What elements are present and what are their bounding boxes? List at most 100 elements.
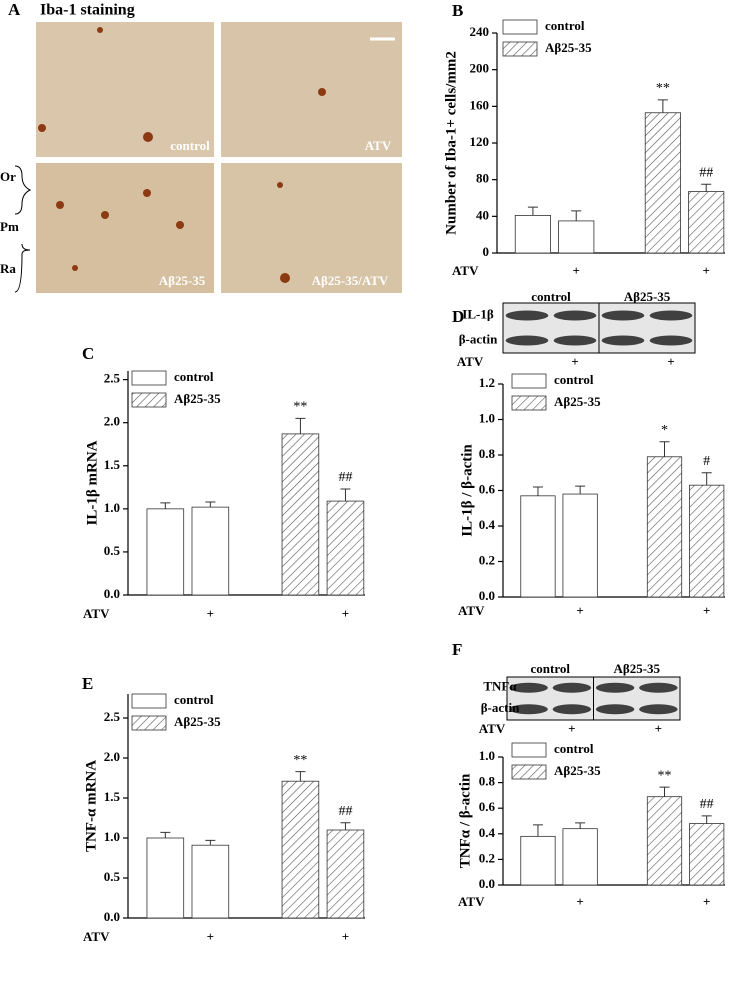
panel-letter: B (452, 1, 463, 20)
blot-band (509, 704, 548, 715)
y-axis-label: IL-1β mRNA (84, 440, 100, 525)
error-bar (701, 472, 712, 486)
error-bar (295, 771, 306, 782)
blot-band (649, 310, 693, 321)
x-row-label: ATV (83, 929, 110, 944)
blot-lane-label: + (655, 721, 662, 736)
bar (688, 191, 725, 254)
y-tick-label: 1.0 (479, 748, 495, 763)
bar (191, 506, 230, 596)
legend-swatch (511, 395, 547, 411)
legend-swatch (511, 373, 547, 389)
error-bar (571, 210, 582, 221)
error-bar (659, 786, 670, 797)
blot-group-label: Aβ25-35 (613, 661, 660, 676)
y-tick-label: 0.0 (479, 588, 495, 603)
significance: ## (700, 797, 714, 812)
legend-swatch (511, 742, 547, 758)
y-tick-label: 1.0 (104, 500, 120, 515)
blot-band (553, 335, 597, 346)
x-tick-label: + (207, 606, 214, 621)
panel-letter: F (452, 640, 462, 659)
y-tick-label: 0.0 (104, 586, 120, 601)
blot-band (601, 310, 645, 321)
blot-band (505, 310, 549, 321)
bar (281, 780, 320, 919)
y-axis-label: TNFα / β-actin (457, 773, 473, 868)
blot-band (595, 682, 635, 693)
blot-row-label: TNFα (483, 679, 517, 694)
y-tick-label: 2.0 (104, 414, 120, 429)
bar (514, 215, 551, 254)
bar (520, 835, 556, 886)
y-tick-label: 0.4 (479, 825, 496, 840)
legend-label: control (174, 692, 214, 707)
y-tick-label: 2.0 (104, 749, 120, 764)
x-tick-label: + (576, 894, 583, 909)
bar (646, 796, 683, 886)
image-label: control (170, 138, 210, 153)
y-tick-label: 0.5 (104, 869, 121, 884)
blot-row-label: IL-1β (462, 306, 494, 321)
blot-band (639, 682, 678, 693)
error-bar (205, 501, 216, 508)
x-tick-label: + (342, 606, 349, 621)
y-tick-label: 2.5 (104, 371, 121, 386)
layer-label: Pm (0, 219, 19, 234)
blot-group-label: Aβ25-35 (624, 289, 671, 304)
y-tick-label: 80 (476, 171, 489, 186)
bar (562, 828, 598, 886)
y-tick-label: 0.6 (479, 799, 496, 814)
legend-label: control (554, 741, 594, 756)
x-tick-label: + (573, 263, 580, 278)
y-tick-label: 0.0 (479, 876, 495, 891)
legend-swatch (511, 764, 547, 780)
y-tick-label: 0.4 (479, 517, 496, 532)
y-tick-label: 40 (476, 207, 489, 222)
blot-band (552, 704, 592, 715)
legend-swatch (131, 715, 167, 731)
bar (326, 829, 365, 919)
blot-lane-label: + (667, 354, 674, 369)
legend-label: control (545, 18, 585, 33)
blot-band (552, 682, 592, 693)
y-tick-label: 1.0 (104, 829, 120, 844)
panel-a: A Iba-1 staining control ATV Aβ25-35 Aβ2… (0, 0, 402, 293)
y-tick-label: 0.6 (479, 481, 496, 496)
micrograph (221, 163, 402, 293)
legend-swatch (502, 41, 538, 57)
panel-title: Iba-1 staining (40, 2, 135, 19)
blot-row-label: ATV (479, 721, 506, 736)
blot-band (649, 335, 693, 346)
micrograph (221, 22, 402, 157)
y-tick-label: 200 (470, 61, 490, 76)
y-tick-label: 0.2 (479, 552, 495, 567)
error-bar (295, 417, 306, 434)
blot-group-label: control (531, 289, 571, 304)
blot-lane-label: + (568, 721, 575, 736)
bar (644, 112, 681, 254)
image-label: Aβ25-35/ATV (312, 273, 389, 288)
y-axis-label: IL-1β / β-actin (459, 444, 475, 537)
panel-letter: C (82, 344, 94, 363)
legend-label: Aβ25-35 (554, 394, 601, 409)
x-row-label: ATV (458, 894, 485, 909)
significance: ## (699, 165, 713, 180)
error-bar (701, 815, 712, 824)
y-tick-label: 1.5 (104, 457, 121, 472)
error-bar (532, 824, 543, 837)
error-bar (205, 839, 216, 846)
legend-swatch (131, 693, 167, 709)
significance: ** (658, 768, 672, 783)
x-tick-label: + (576, 603, 583, 618)
blot-band (553, 310, 597, 321)
layer-label: Or (0, 169, 16, 184)
layer-brace (14, 165, 32, 293)
blot-band (509, 682, 548, 693)
significance: ## (338, 804, 352, 819)
bar (520, 495, 556, 598)
error-bar (659, 441, 670, 457)
layer-label: Ra (0, 261, 16, 276)
y-tick-label: 0.8 (479, 774, 496, 789)
